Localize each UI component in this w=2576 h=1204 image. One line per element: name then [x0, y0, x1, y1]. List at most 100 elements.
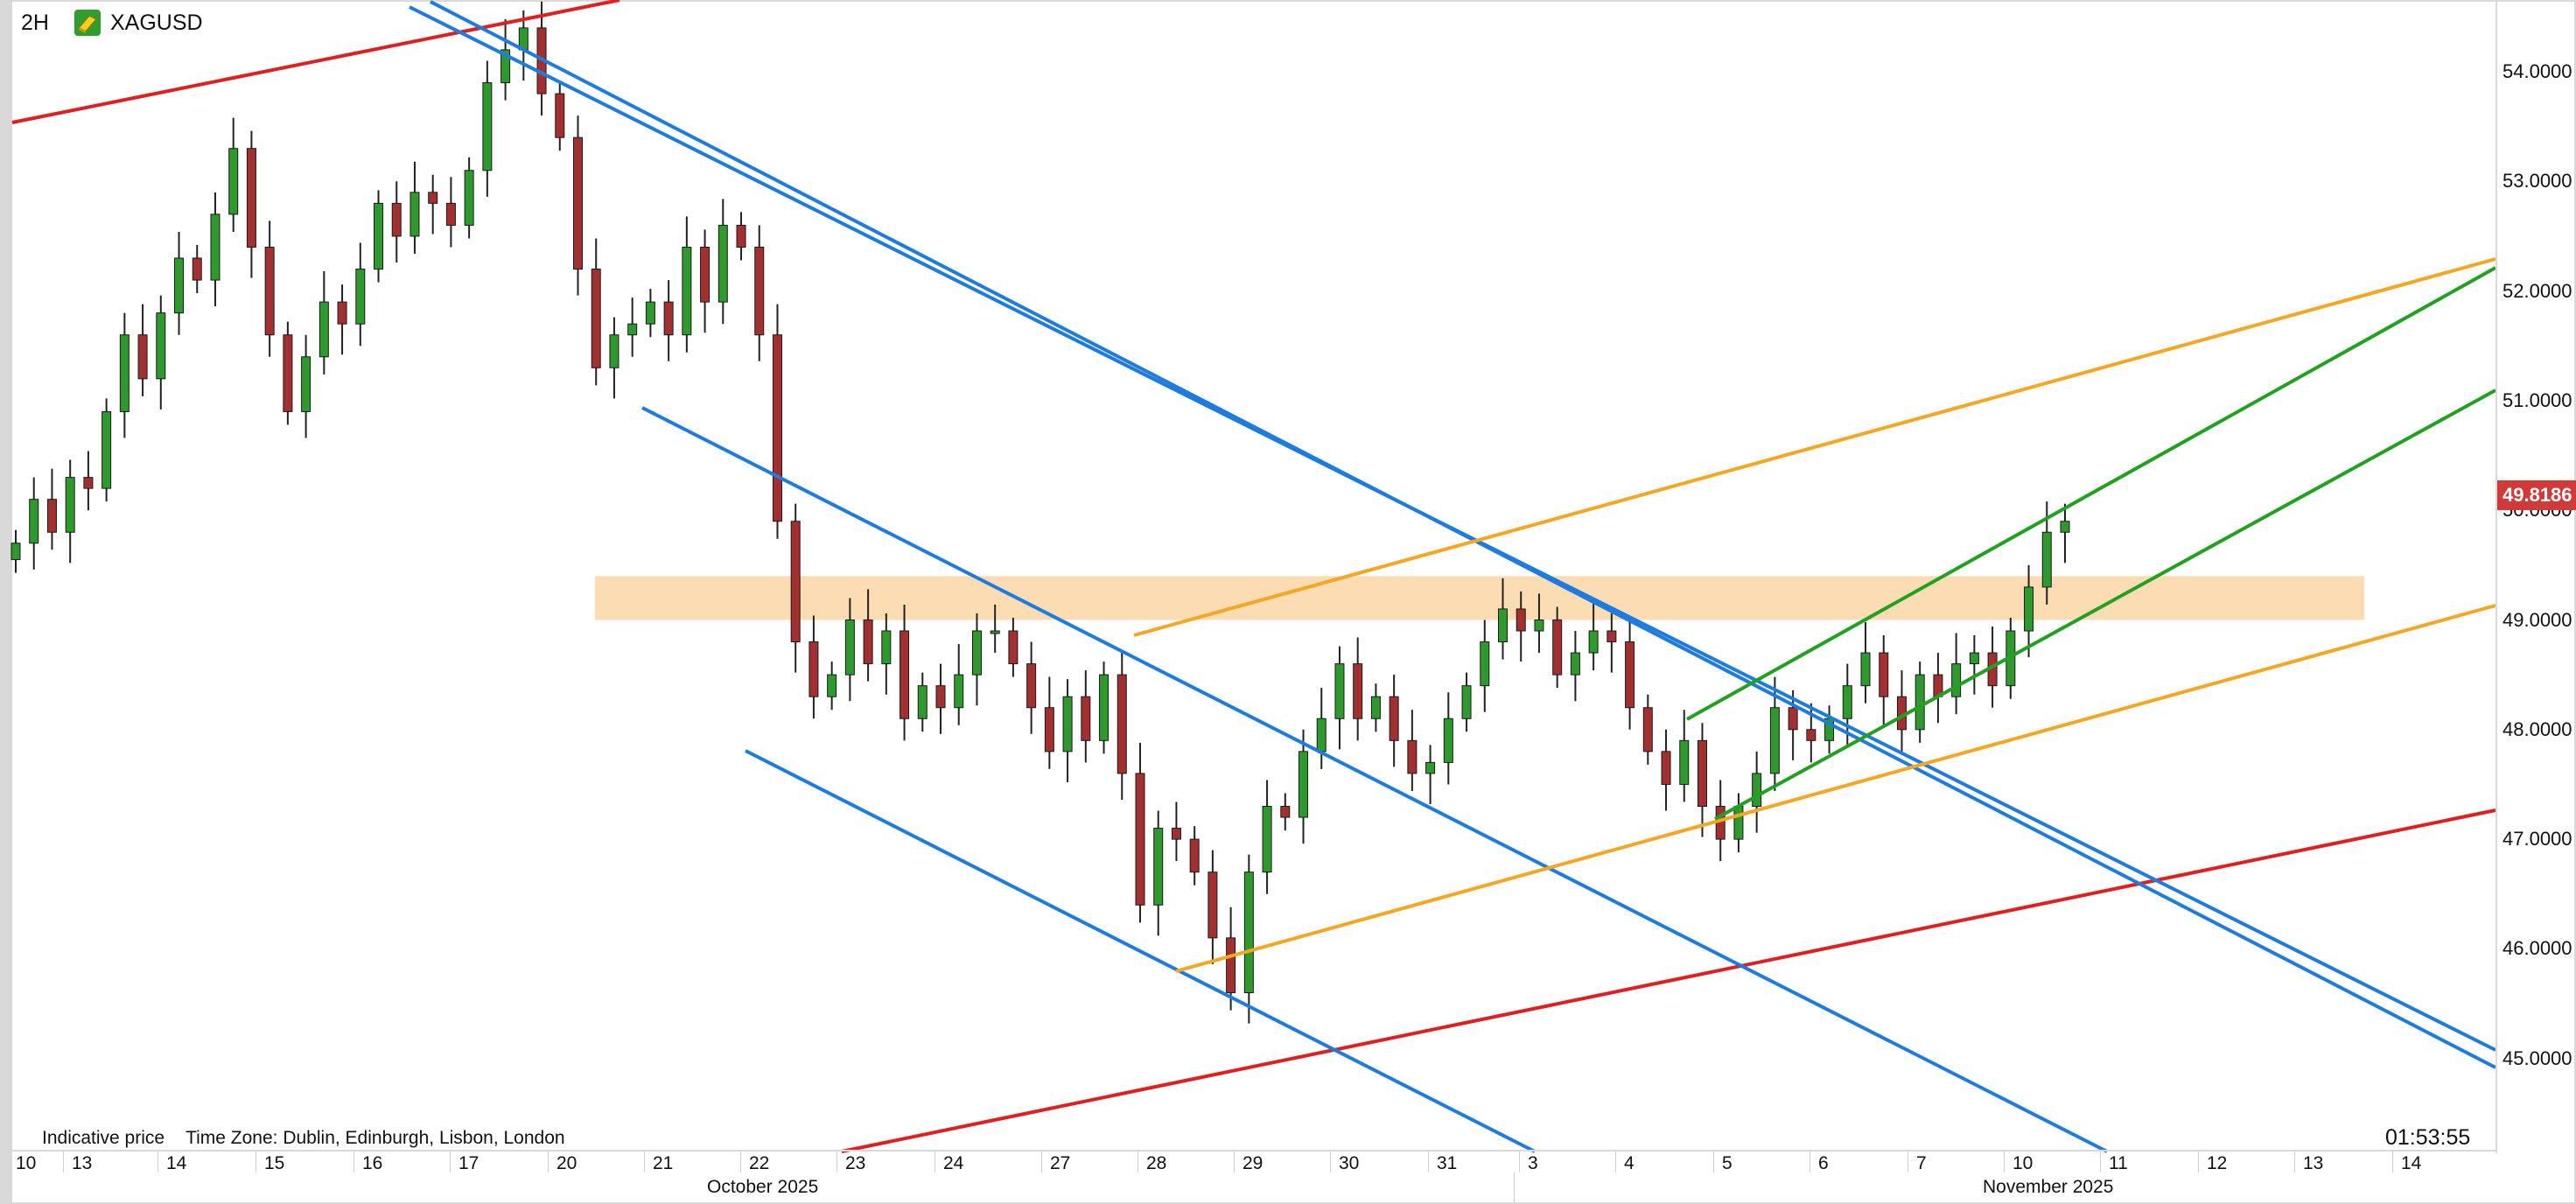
candlestick[interactable]	[1226, 906, 1236, 1011]
symbol-selector[interactable]: XAGUSD	[74, 9, 203, 37]
candlestick[interactable]	[682, 216, 692, 353]
candlestick[interactable]	[1642, 694, 1653, 765]
candlestick[interactable]	[1280, 793, 1291, 831]
candlestick[interactable]	[1099, 662, 1110, 754]
candlestick[interactable]	[1407, 710, 1418, 791]
candlestick[interactable]	[1461, 672, 1472, 732]
candlestick[interactable]	[555, 80, 565, 151]
candlestick[interactable]	[264, 220, 275, 357]
candlestick[interactable]	[645, 289, 655, 338]
candlestick[interactable]	[318, 271, 329, 374]
candlestick[interactable]	[1243, 854, 1254, 1024]
blue-channel-line-4[interactable]	[745, 749, 1536, 1153]
blue-channel-line-3[interactable]	[641, 406, 2108, 1153]
candlestick[interactable]	[192, 244, 202, 294]
red-trendline-lower[interactable]	[841, 808, 2496, 1153]
candlestick[interactable]	[428, 174, 438, 234]
candlestick[interactable]	[1262, 780, 1272, 894]
candlestick[interactable]	[1498, 578, 1508, 660]
candlestick[interactable]	[954, 644, 964, 725]
candlestick[interactable]	[700, 229, 710, 333]
candlestick[interactable]	[663, 280, 674, 361]
time-axis[interactable]	[12, 1150, 2496, 1204]
candlestick[interactable]	[46, 468, 57, 550]
candlestick[interactable]	[1425, 745, 1436, 805]
candlestick[interactable]	[1480, 620, 1490, 712]
candlestick[interactable]	[2060, 503, 2070, 564]
candlestick[interactable]	[790, 503, 801, 673]
resistance-zone[interactable]	[595, 576, 2364, 620]
candlestick[interactable]	[500, 18, 511, 101]
candlestick[interactable]	[1081, 670, 1091, 763]
candlestick[interactable]	[137, 304, 148, 396]
candlestick[interactable]	[1189, 826, 1200, 886]
price-axis[interactable]	[2496, 0, 2576, 1153]
candlestick[interactable]	[1951, 633, 1962, 715]
candlestick[interactable]	[1026, 641, 1037, 734]
candlestick[interactable]	[410, 161, 420, 254]
candlestick[interactable]	[1679, 710, 1690, 802]
candlestick[interactable]	[355, 242, 366, 346]
candlestick[interactable]	[1443, 692, 1453, 785]
candlestick[interactable]	[1752, 751, 1762, 833]
candlestick[interactable]	[337, 284, 347, 355]
green-channel-line-lower[interactable]	[1714, 388, 2496, 821]
candlestick[interactable]	[10, 529, 21, 573]
candlestick[interactable]	[1516, 591, 1526, 662]
candlestick[interactable]	[1896, 670, 1907, 752]
candlestick[interactable]	[1625, 615, 1635, 730]
candlestick[interactable]	[228, 117, 239, 232]
candlestick[interactable]	[827, 662, 837, 710]
candlestick[interactable]	[572, 116, 583, 296]
candlestick[interactable]	[591, 238, 601, 386]
orange-channel-line-upper[interactable]	[1133, 257, 2496, 637]
green-channel-line-upper[interactable]	[1686, 266, 2496, 721]
candlestick[interactable]	[1588, 599, 1599, 671]
candlestick[interactable]	[844, 598, 855, 702]
candlestick[interactable]	[102, 398, 112, 502]
candlestick[interactable]	[1552, 606, 1563, 689]
candlestick[interactable]	[971, 612, 982, 706]
candlestick[interactable]	[1171, 802, 1181, 862]
candlestick[interactable]	[156, 295, 166, 410]
candlestick[interactable]	[1008, 617, 1018, 677]
candlestick[interactable]	[900, 604, 910, 741]
candlestick[interactable]	[301, 334, 312, 438]
timeframe-label[interactable]: 2H	[21, 10, 49, 35]
candlestick[interactable]	[1153, 810, 1164, 936]
candlestick[interactable]	[1606, 612, 1617, 673]
candlestick[interactable]	[246, 130, 256, 278]
candlestick[interactable]	[627, 298, 638, 357]
candlestick[interactable]	[1824, 705, 1835, 754]
orange-channel-line-lower[interactable]	[1175, 604, 2496, 973]
candlestick[interactable]	[1062, 679, 1073, 782]
candlestick[interactable]	[119, 312, 130, 438]
candlestick[interactable]	[863, 589, 873, 682]
candlestick[interactable]	[1116, 653, 1127, 800]
candlestick[interactable]	[1697, 723, 1707, 837]
candlestick[interactable]	[1208, 850, 1218, 964]
candlestick[interactable]	[174, 231, 185, 335]
candlestick[interactable]	[718, 199, 728, 325]
candlestick[interactable]	[1733, 793, 1744, 853]
blue-channel-line-2[interactable]	[430, 0, 2496, 1069]
candlestick[interactable]	[1334, 646, 1345, 750]
candlestick[interactable]	[482, 60, 493, 197]
candlestick[interactable]	[935, 663, 946, 734]
candlestick[interactable]	[391, 181, 402, 263]
red-trendline-upper[interactable]	[11, 0, 620, 124]
candlestick[interactable]	[1788, 690, 1798, 760]
candlestick[interactable]	[283, 321, 293, 425]
candlestick[interactable]	[210, 192, 220, 307]
candlestick[interactable]	[29, 477, 39, 570]
candlestick[interactable]	[1879, 635, 1889, 728]
candlestick[interactable]	[2024, 564, 2034, 658]
candlestick[interactable]	[1570, 631, 1580, 702]
candlestick[interactable]	[1914, 662, 1925, 743]
candlestick[interactable]	[1969, 635, 1979, 695]
candlestick[interactable]	[754, 225, 765, 361]
candlestick[interactable]	[736, 212, 746, 261]
candlestick[interactable]	[881, 612, 892, 695]
candlestick[interactable]	[374, 190, 384, 283]
